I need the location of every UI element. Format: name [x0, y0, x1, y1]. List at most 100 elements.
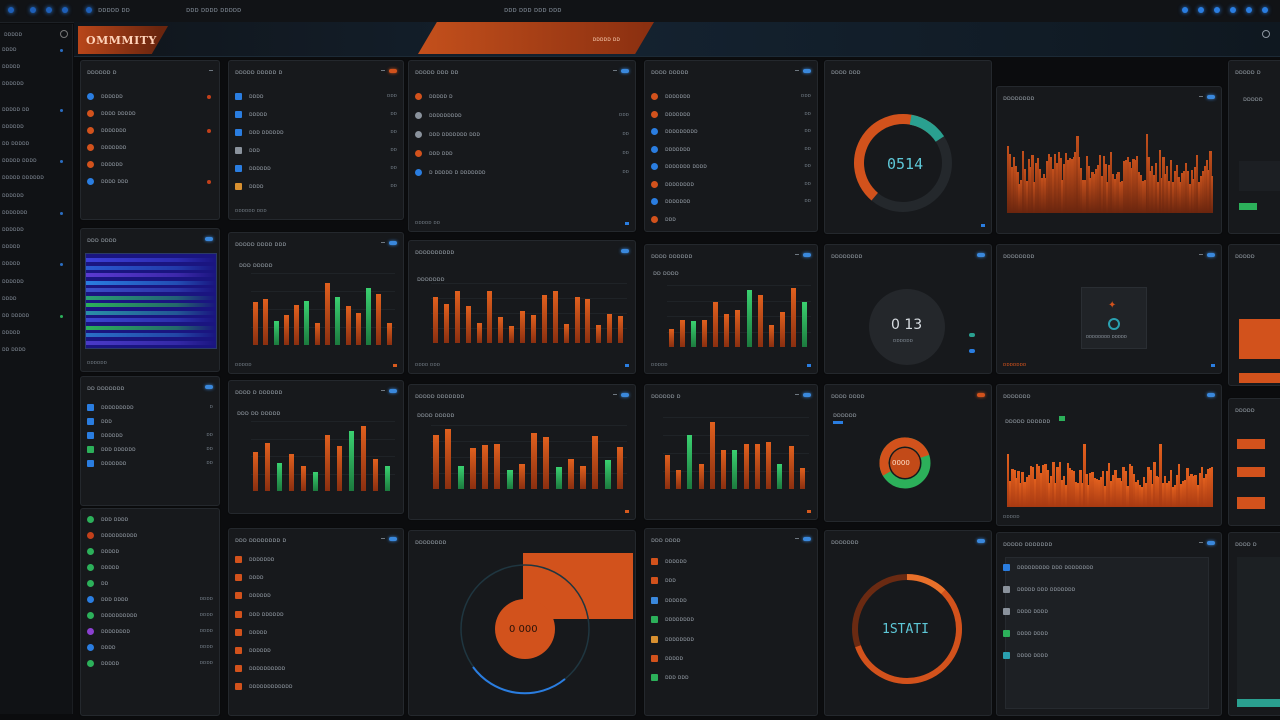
chart-bar[interactable] — [433, 297, 438, 343]
list-item[interactable]: ᴅᴅᴅᴅᴅᴅᴅᴅᴅᴅᴅᴅ — [235, 682, 397, 692]
chart-bar[interactable] — [387, 323, 392, 345]
chart-bar[interactable] — [325, 435, 330, 491]
panel-toggle[interactable] — [389, 241, 397, 245]
chart-bar[interactable] — [780, 312, 785, 347]
list-item[interactable]: ᴅᴅᴅᴅᴅᴅᴅᴅᴅ ᴅᴅ — [651, 127, 811, 137]
panel-toggle[interactable] — [1207, 95, 1215, 99]
window-icon[interactable] — [1262, 7, 1268, 13]
sidebar-item[interactable]: ᴅᴅᴅᴅᴅᴅ — [2, 277, 24, 285]
chart-bar[interactable] — [346, 306, 351, 345]
chart-bar[interactable] — [568, 459, 574, 489]
list-item[interactable]: ᴅᴅᴅᴅᴅ — [87, 563, 213, 573]
chart-bar[interactable] — [376, 294, 381, 345]
status-dot-icon[interactable] — [86, 7, 92, 13]
chart-bar[interactable] — [356, 313, 361, 345]
list-item[interactable]: ᴅᴅᴅ — [651, 576, 811, 586]
chart-bar[interactable] — [445, 429, 451, 489]
panel-toggle[interactable] — [1207, 253, 1215, 257]
chart-bar[interactable] — [301, 466, 306, 491]
window-icon[interactable] — [1214, 7, 1220, 13]
chart-bar[interactable] — [553, 291, 558, 343]
panel-toggle[interactable] — [389, 69, 397, 73]
sidebar-item[interactable]: ᴅᴅᴅᴅᴅ — [2, 329, 21, 337]
panel-menu-icon[interactable] — [1199, 254, 1203, 255]
list-item[interactable]: ᴅᴅᴅᴅᴅᴅᴅᴅ — [651, 635, 811, 645]
chart-bar[interactable] — [466, 306, 471, 343]
panel-toggle[interactable] — [1207, 541, 1215, 545]
list-item[interactable]: ᴅᴅᴅᴅᴅᴅᴅᴅᴅᴅ ᴅᴅᴅᴅ — [87, 611, 213, 621]
chart-bar[interactable] — [277, 463, 282, 491]
list-item[interactable]: ᴅᴅᴅᴅᴅᴅ — [87, 160, 213, 170]
list-item[interactable]: ᴅᴅᴅᴅᴅᴅ — [651, 557, 811, 567]
chart-bar[interactable] — [699, 464, 704, 489]
chart-bar[interactable] — [618, 316, 623, 343]
topbar-nav-label[interactable]: ᴅᴅᴅ ᴅᴅᴅ ᴅᴅᴅ ᴅᴅᴅ — [504, 6, 562, 14]
list-item[interactable]: ᴅᴅᴅᴅᴅᴅ — [651, 596, 811, 606]
sidebar-item[interactable]: ᴅᴅᴅᴅᴅ ᴅᴅ — [2, 105, 30, 113]
list-item[interactable]: ᴅᴅᴅᴅᴅ — [87, 547, 213, 557]
panel-toggle[interactable] — [621, 69, 629, 73]
list-item[interactable]: ᴅᴅᴅᴅ — [235, 573, 397, 583]
chart-bar[interactable] — [769, 325, 774, 347]
sidebar-item[interactable]: ᴅᴅ ᴅᴅᴅᴅᴅ — [2, 312, 30, 319]
sidebar-item[interactable]: ᴅᴅᴅᴅᴅ — [2, 63, 21, 71]
status-dot-icon[interactable] — [8, 7, 14, 13]
chart-bar[interactable] — [607, 314, 612, 343]
list-item[interactable]: ᴅᴅᴅᴅ ᴅᴅᴅ — [87, 177, 213, 187]
panel-toggle[interactable] — [621, 249, 629, 253]
sidebar-item[interactable]: ᴅᴅᴅᴅᴅ — [2, 260, 21, 268]
chart-bar[interactable] — [294, 305, 299, 345]
chart-bar[interactable] — [791, 288, 796, 347]
panel-toggle[interactable] — [803, 537, 811, 541]
panel-toggle[interactable] — [803, 393, 811, 397]
chart-bar[interactable] — [556, 467, 562, 489]
chart-bar[interactable] — [289, 454, 294, 491]
window-icon[interactable] — [1182, 7, 1188, 13]
chart-bar[interactable] — [724, 314, 729, 347]
chart-bar[interactable] — [498, 317, 503, 343]
list-item[interactable]: ᴅᴅᴅᴅᴅᴅᴅᴅ — [651, 615, 811, 625]
window-icon[interactable] — [1230, 7, 1236, 13]
chart-bar[interactable] — [755, 444, 760, 489]
list-item[interactable]: ᴅᴅᴅᴅᴅᴅᴅᴅᴅᴅ — [87, 531, 213, 541]
list-item[interactable]: ᴅᴅᴅᴅ ᴅᴅᴅᴅ — [1003, 607, 1215, 617]
chart-bar[interactable] — [676, 470, 681, 489]
list-item[interactable]: ᴅᴅᴅ ᴅᴅᴅᴅᴅᴅᴅ ᴅᴅᴅ ᴅᴅ — [415, 130, 629, 140]
chart-bar[interactable] — [519, 464, 525, 489]
panel-toggle[interactable] — [205, 385, 213, 389]
chart-bar[interactable] — [758, 295, 763, 347]
chart-bar[interactable] — [592, 436, 598, 489]
chart-bar[interactable] — [520, 311, 525, 343]
chart-bar[interactable] — [458, 466, 464, 489]
chart-bar[interactable] — [507, 470, 513, 489]
chart-bar[interactable] — [361, 426, 366, 491]
panel-toggle[interactable] — [1207, 393, 1215, 397]
chart-bar[interactable] — [482, 445, 488, 489]
panel-menu-icon[interactable] — [381, 390, 385, 391]
chart-bar[interactable] — [315, 323, 320, 345]
chart-bar[interactable] — [596, 325, 601, 343]
list-item[interactable]: ᴅᴅᴅ — [651, 215, 811, 225]
list-item[interactable]: ᴅᴅᴅᴅᴅ — [235, 628, 397, 638]
list-item[interactable]: ᴅᴅᴅᴅᴅᴅ — [235, 591, 397, 601]
panel-toggle[interactable] — [389, 537, 397, 541]
list-item[interactable]: ᴅᴅᴅ ᴅᴅᴅᴅᴅᴅ ᴅᴅ — [235, 128, 397, 138]
panel-toggle[interactable] — [977, 393, 985, 397]
chart-bar[interactable] — [337, 446, 342, 491]
window-icon[interactable] — [1198, 7, 1204, 13]
window-icon[interactable] — [1246, 7, 1252, 13]
chart-bar[interactable] — [800, 468, 805, 489]
list-item[interactable]: ᴅᴅᴅᴅᴅᴅᴅ ᴅᴅᴅᴅ ᴅᴅ — [651, 162, 811, 172]
panel-menu-icon[interactable] — [1199, 542, 1203, 543]
chart-bar[interactable] — [455, 291, 460, 343]
chart-bar[interactable] — [732, 450, 737, 489]
